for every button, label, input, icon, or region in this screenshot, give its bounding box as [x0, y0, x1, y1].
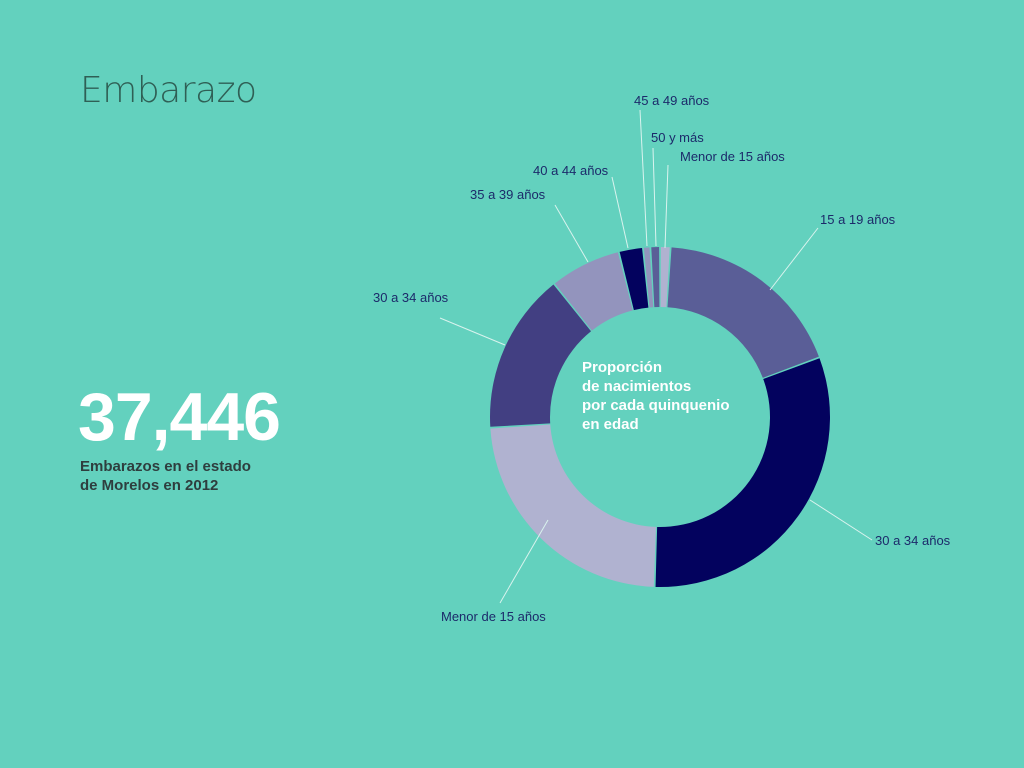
leader-line	[639, 109, 648, 247]
kpi-caption: Embarazos en el estado de Morelos en 201…	[80, 457, 280, 495]
leader-line	[554, 204, 589, 263]
donut-slice	[651, 247, 660, 308]
slice-label: 30 a 34 años	[373, 290, 449, 305]
donut-slice	[619, 247, 649, 311]
leader-line	[439, 317, 506, 346]
kpi-caption-line-2: de Morelos en 2012	[80, 477, 219, 494]
leader-line	[664, 164, 669, 249]
slice-label: 45 a 49 años	[634, 93, 710, 108]
slice-label: 15 a 19 años	[820, 212, 896, 227]
slice-label: Menor de 15 años	[441, 609, 546, 624]
slice-label: 35 a 39 años	[470, 187, 546, 202]
donut-slice	[554, 252, 633, 331]
leader-line	[652, 147, 657, 247]
slice-label: 30 a 34 años	[875, 533, 951, 548]
kpi-caption-line-1: Embarazos en el estado	[80, 458, 251, 475]
slice-label: Menor de 15 años	[680, 149, 785, 164]
donut-slice	[655, 358, 830, 587]
slice-label: 50 y más	[651, 130, 704, 145]
leader-line	[809, 499, 873, 541]
donut-slice	[490, 284, 592, 427]
donut-slice	[490, 424, 656, 587]
page-title: Embarazo	[80, 70, 257, 111]
donut-slice	[643, 247, 654, 308]
center-label-line-4: en edad	[582, 416, 639, 433]
donut-center-label: Proporción de nacimientos por cada quinq…	[582, 358, 752, 434]
center-label-line-1: Proporción	[582, 359, 663, 376]
kpi-value: 37,446	[78, 379, 281, 455]
leader-line	[499, 519, 549, 604]
leader-line	[769, 227, 819, 291]
donut-slice	[660, 247, 670, 308]
slice-label: 40 a 44 años	[533, 163, 609, 178]
center-label-line-3: por cada quinquenio	[582, 397, 730, 414]
donut-slice	[667, 247, 819, 378]
leader-line	[611, 176, 629, 249]
center-label-line-2: de nacimientos	[582, 378, 692, 395]
